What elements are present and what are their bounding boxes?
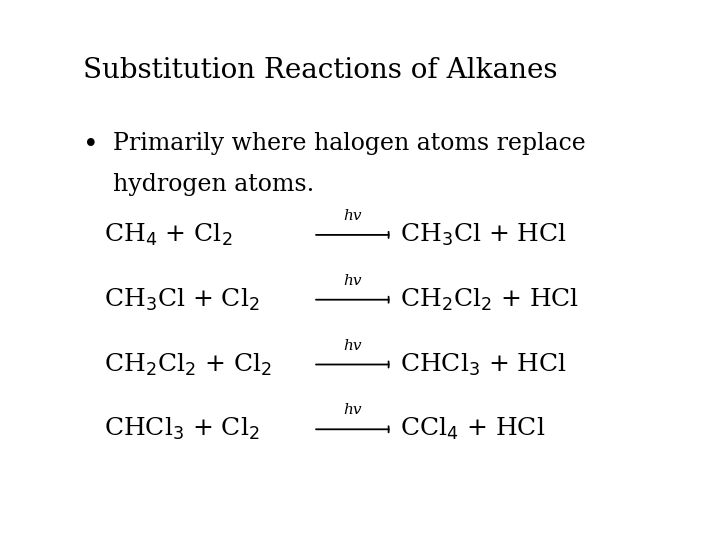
Text: hv: hv [343,403,362,417]
Text: CH$_2$Cl$_2$ + Cl$_2$: CH$_2$Cl$_2$ + Cl$_2$ [104,352,272,377]
Text: CH$_2$Cl$_2$ + HCl: CH$_2$Cl$_2$ + HCl [400,287,579,313]
Text: hydrogen atoms.: hydrogen atoms. [113,173,315,196]
Text: CH$_3$Cl + HCl: CH$_3$Cl + HCl [400,222,567,248]
Text: CCl$_4$ + HCl: CCl$_4$ + HCl [400,416,545,442]
Text: hv: hv [343,339,362,353]
Text: CHCl$_3$ + HCl: CHCl$_3$ + HCl [400,352,567,377]
Text: Substitution Reactions of Alkanes: Substitution Reactions of Alkanes [83,57,557,84]
Text: •: • [83,132,99,157]
Text: CH$_3$Cl + Cl$_2$: CH$_3$Cl + Cl$_2$ [104,287,260,313]
Text: CH$_4$ + Cl$_2$: CH$_4$ + Cl$_2$ [104,222,233,248]
Text: hv: hv [343,274,362,288]
Text: hv: hv [343,209,362,223]
Text: CHCl$_3$ + Cl$_2$: CHCl$_3$ + Cl$_2$ [104,416,260,442]
Text: Primarily where halogen atoms replace: Primarily where halogen atoms replace [113,132,586,156]
